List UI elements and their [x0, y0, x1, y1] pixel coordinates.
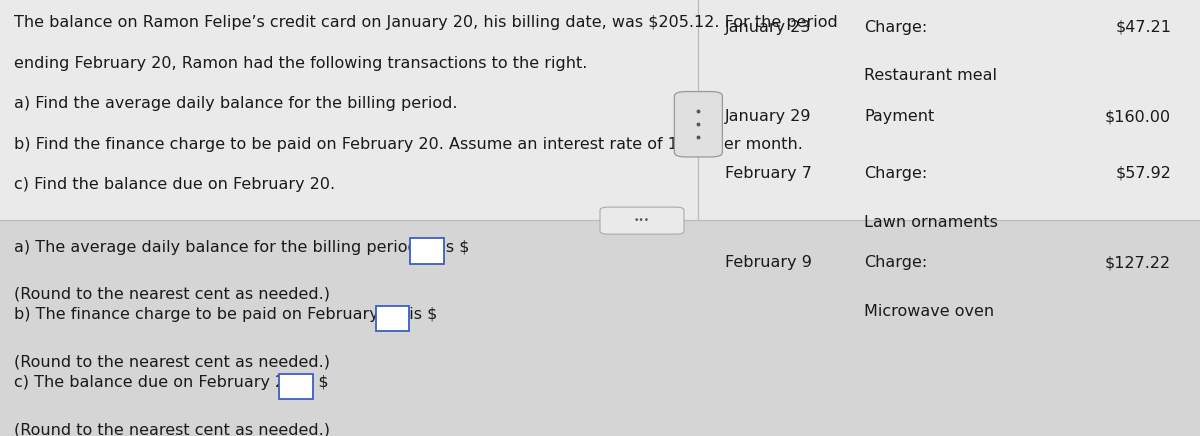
Text: January 29: January 29: [725, 109, 811, 124]
Text: February 9: February 9: [725, 255, 811, 270]
Text: $127.22: $127.22: [1105, 255, 1171, 270]
Text: b) Find the finance charge to be paid on February 20. Assume an interest rate of: b) Find the finance charge to be paid on…: [14, 137, 803, 152]
Text: Microwave oven: Microwave oven: [864, 304, 994, 319]
Text: •••: •••: [634, 216, 650, 225]
Text: Charge:: Charge:: [864, 166, 928, 181]
FancyBboxPatch shape: [600, 207, 684, 234]
Text: The balance on Ramon Felipe’s credit card on January 20, his billing date, was $: The balance on Ramon Felipe’s credit car…: [14, 15, 838, 30]
Text: Charge:: Charge:: [864, 255, 928, 270]
Text: ending February 20, Ramon had the following transactions to the right.: ending February 20, Ramon had the follow…: [14, 56, 588, 71]
Text: c) Find the balance due on February 20.: c) Find the balance due on February 20.: [14, 177, 336, 192]
Text: $160.00: $160.00: [1105, 109, 1171, 124]
FancyBboxPatch shape: [278, 374, 312, 399]
FancyBboxPatch shape: [410, 238, 444, 264]
Text: (Round to the nearest cent as needed.): (Round to the nearest cent as needed.): [14, 354, 330, 369]
Text: a) The average daily balance for the billing period was $: a) The average daily balance for the bil…: [14, 240, 470, 255]
FancyBboxPatch shape: [0, 0, 1200, 220]
Text: January 23: January 23: [725, 20, 811, 34]
Text: Payment: Payment: [864, 109, 935, 124]
Text: b) The finance charge to be paid on February 20 is $: b) The finance charge to be paid on Febr…: [14, 307, 438, 322]
Text: a) Find the average daily balance for the billing period.: a) Find the average daily balance for th…: [14, 96, 458, 111]
Text: Lawn ornaments: Lawn ornaments: [864, 215, 998, 229]
Text: $57.92: $57.92: [1115, 166, 1171, 181]
Text: (Round to the nearest cent as needed.): (Round to the nearest cent as needed.): [14, 287, 330, 302]
Text: Charge:: Charge:: [864, 20, 928, 34]
Text: Restaurant meal: Restaurant meal: [864, 68, 997, 83]
FancyBboxPatch shape: [376, 306, 409, 331]
Text: (Round to the nearest cent as needed.): (Round to the nearest cent as needed.): [14, 422, 330, 436]
Text: $47.21: $47.21: [1115, 20, 1171, 34]
Text: c) The balance due on February 20 is $: c) The balance due on February 20 is $: [14, 375, 329, 390]
FancyBboxPatch shape: [0, 220, 1200, 436]
FancyBboxPatch shape: [674, 92, 722, 157]
Text: February 7: February 7: [725, 166, 811, 181]
